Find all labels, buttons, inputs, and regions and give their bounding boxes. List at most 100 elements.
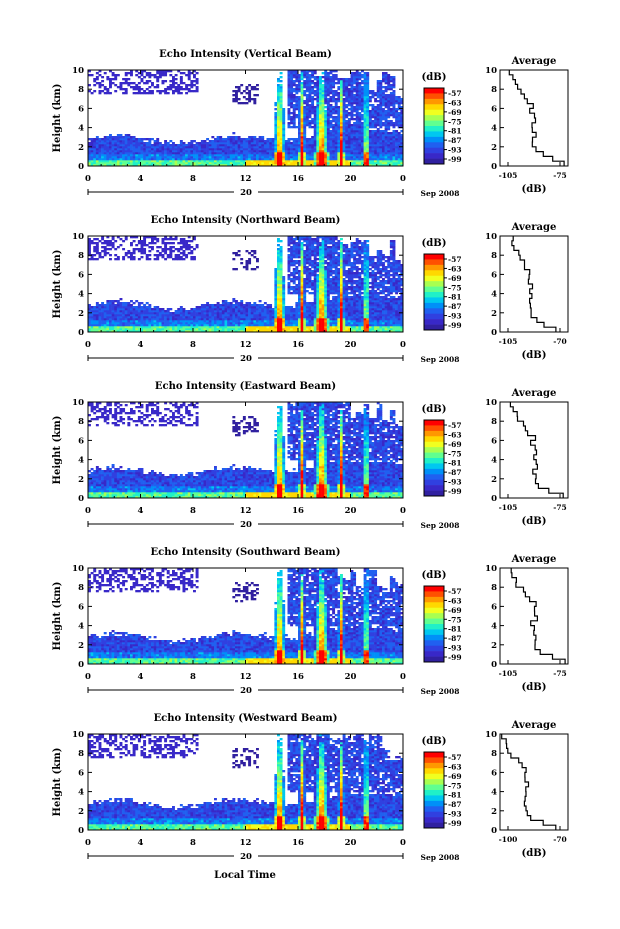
heatmap-cell bbox=[292, 238, 296, 241]
heatmap-cell bbox=[235, 312, 238, 315]
heatmap-cell bbox=[198, 322, 202, 325]
heatmap-cell bbox=[229, 148, 233, 151]
heatmap-cell bbox=[245, 266, 249, 269]
average-x-tick-label: -105 bbox=[499, 171, 518, 180]
heatmap-cell bbox=[337, 152, 341, 155]
heatmap-cell bbox=[277, 280, 280, 283]
heatmap-cell bbox=[219, 156, 223, 159]
heatmap-cell bbox=[279, 106, 283, 109]
heatmap-cell bbox=[324, 110, 328, 113]
heatmap-cell bbox=[282, 128, 286, 131]
heatmap-cell bbox=[292, 262, 296, 265]
heatmap-cell bbox=[350, 116, 354, 119]
heatmap-cell bbox=[203, 306, 207, 309]
heatmap-cell bbox=[211, 162, 215, 165]
heatmap-cell bbox=[358, 76, 362, 79]
heatmap-cell bbox=[193, 146, 196, 149]
heatmap-cell bbox=[132, 138, 136, 141]
heatmap-cell bbox=[334, 134, 338, 137]
heatmap-cell bbox=[182, 252, 186, 255]
heatmap-cell bbox=[334, 162, 338, 165]
heatmap-cell bbox=[303, 116, 307, 119]
heatmap-cell bbox=[98, 326, 102, 329]
heatmap-cell bbox=[355, 144, 359, 147]
heatmap-cell bbox=[90, 242, 94, 245]
heatmap-cell bbox=[190, 322, 194, 325]
heatmap-cell bbox=[156, 152, 160, 155]
heatmap-cell bbox=[308, 96, 312, 99]
heatmap-cell bbox=[182, 82, 186, 85]
heatmap-cell bbox=[153, 158, 157, 161]
heatmap-cell bbox=[187, 78, 191, 81]
heatmap-cell bbox=[169, 144, 173, 147]
heatmap-cell bbox=[345, 96, 349, 99]
heatmap-cell bbox=[161, 328, 165, 331]
heatmap-cell bbox=[334, 150, 338, 153]
heatmap-cell bbox=[355, 82, 359, 85]
heatmap-cell bbox=[337, 110, 341, 113]
heatmap-cell bbox=[248, 302, 252, 305]
heatmap-cell bbox=[287, 150, 291, 153]
heatmap-cell bbox=[224, 306, 228, 309]
heatmap-cell bbox=[374, 100, 378, 103]
heatmap-cell bbox=[203, 158, 207, 161]
heatmap-cell bbox=[287, 290, 291, 293]
heatmap-cell bbox=[392, 144, 396, 147]
heatmap-cell bbox=[277, 98, 280, 101]
heatmap-cell bbox=[324, 124, 328, 127]
heatmap-cell bbox=[298, 110, 301, 113]
heatmap-cell bbox=[274, 142, 278, 145]
heatmap-cell bbox=[321, 76, 325, 79]
heatmap-cell bbox=[235, 152, 238, 155]
heatmap-cell bbox=[316, 152, 320, 155]
heatmap-cell bbox=[195, 322, 199, 325]
heatmap-cell bbox=[195, 142, 199, 145]
heatmap-cell bbox=[274, 130, 278, 133]
heatmap-cell bbox=[153, 160, 157, 163]
heatmap-cell bbox=[148, 156, 152, 159]
heatmap-cell bbox=[90, 312, 94, 315]
heatmap-cell bbox=[300, 270, 304, 273]
heatmap-cell bbox=[245, 102, 249, 105]
heatmap-cell bbox=[350, 146, 354, 149]
colorbar-frame bbox=[423, 87, 445, 165]
heatmap-cell bbox=[358, 116, 362, 119]
heatmap-cell bbox=[103, 328, 107, 331]
heatmap-cell bbox=[221, 324, 225, 327]
heatmap-cell bbox=[316, 164, 320, 167]
heatmap-cell bbox=[324, 98, 328, 101]
heatmap-cell bbox=[130, 304, 133, 307]
heatmap-cell bbox=[166, 314, 170, 317]
heatmap-cell bbox=[400, 164, 404, 167]
heatmap-cell bbox=[361, 152, 364, 155]
heatmap-cell bbox=[366, 144, 370, 147]
heatmap-cell bbox=[329, 142, 333, 145]
heatmap-cell bbox=[347, 118, 351, 121]
heatmap-cell bbox=[305, 150, 309, 153]
x-tick-label: 12 bbox=[240, 174, 252, 184]
heatmap-cell bbox=[103, 72, 107, 75]
heatmap-cell bbox=[279, 164, 283, 167]
heatmap-cell bbox=[326, 138, 330, 141]
heatmap-cell bbox=[250, 316, 254, 319]
heatmap-cell bbox=[371, 114, 375, 117]
heatmap-cell bbox=[371, 104, 375, 107]
heatmap-cell bbox=[368, 156, 372, 159]
heatmap-cell bbox=[392, 94, 396, 97]
heatmap-cell bbox=[371, 152, 375, 155]
heatmap-cell bbox=[311, 92, 315, 95]
heatmap-cell bbox=[282, 330, 286, 333]
heatmap-cell bbox=[340, 162, 343, 165]
heatmap-cell bbox=[366, 84, 370, 87]
heatmap-cell bbox=[151, 246, 154, 249]
heatmap-cell bbox=[266, 150, 270, 153]
heatmap-cell bbox=[290, 98, 294, 101]
heatmap-cell bbox=[376, 92, 380, 95]
heatmap-cell bbox=[308, 108, 312, 111]
heatmap-cell bbox=[237, 138, 241, 141]
heatmap-cell bbox=[298, 154, 301, 157]
heatmap-cell bbox=[232, 322, 236, 325]
heatmap-cell bbox=[345, 114, 349, 117]
heatmap-cell bbox=[395, 152, 399, 155]
heatmap-cell bbox=[187, 152, 191, 155]
